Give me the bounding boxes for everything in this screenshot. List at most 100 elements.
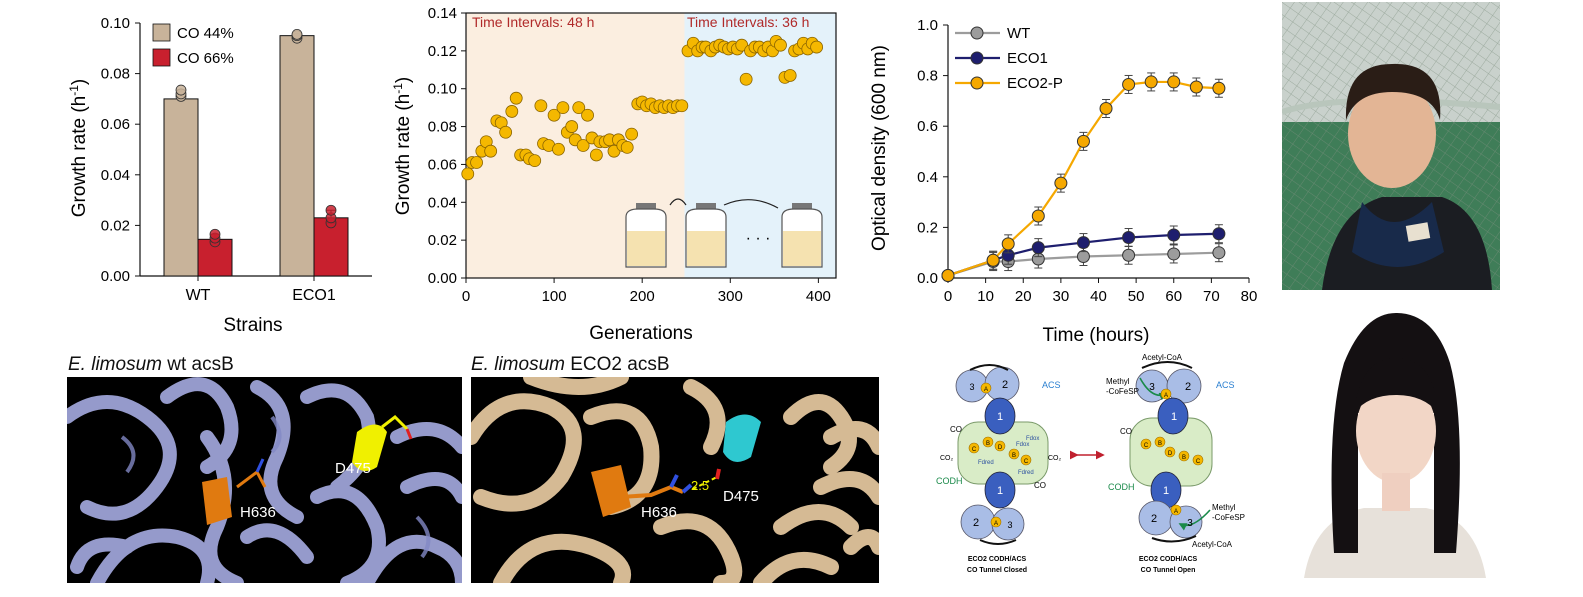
svg-text:1: 1 [1171,411,1177,423]
eco2-h636-label: H636 [641,504,677,521]
series-point [1054,176,1068,190]
svg-text:CO₂: CO₂ [1048,455,1062,462]
svg-text:ECO2 CODH/ACS: ECO2 CODH/ACS [1139,556,1198,563]
line-chart-marks [941,72,1226,282]
y-tick-label: 0.02 [101,217,130,234]
y-tick-label: 1.0 [917,17,938,34]
culture-bottle-icon [685,203,727,268]
bar-chart-axes: 0.00 0.02 0.04 0.06 0.08 0.10 WT ECO1 [101,15,372,304]
legend-marker [970,51,984,65]
scatter-chart-axes: 0.00 0.02 0.04 0.06 0.08 0.10 0.12 0.14 0 100 200 3… [428,5,837,305]
x-tick-label: 80 [1241,288,1258,305]
svg-text:ACS: ACS [1216,380,1235,390]
svg-text:ECO2 CODH/ACS: ECO2 CODH/ACS [968,556,1027,563]
series-point [1031,209,1045,223]
x-tick-label: ECO1 [292,287,336,304]
eco2-d475-label: D475 [723,488,759,505]
scatter-point [774,38,787,52]
line-chart-legend: WT ECO1 ECO2-P [955,25,1063,92]
plot-frame [465,12,837,279]
svg-text:CO: CO [1120,427,1132,436]
line-chart-xlabel: Time (hours) [1043,325,1150,346]
series-point [1122,231,1136,245]
series-point [1212,227,1226,241]
x-tick-label: 200 [630,288,655,305]
legend-label: CO 66% [177,50,234,67]
scatter-point [509,91,523,105]
x-tick-label: WT [186,287,211,304]
y-tick-label: 0.10 [101,15,130,32]
series-point [1076,236,1090,250]
codh-acs-diagram: 3 2 1 1 2 3 A A C B D B C ACS CODH CO CO… [936,353,1245,574]
scatter-chart-marks [461,34,824,181]
svg-text:CO Tunnel Closed: CO Tunnel Closed [967,567,1027,574]
y-tick-label: 0.00 [428,270,457,287]
y-tick-label: 0.12 [428,43,457,60]
tunnel-open-complex: 3 2 1 1 2 3 A A C B D B C Acetyl-CoA Met… [1106,353,1245,574]
svg-text:2: 2 [1002,379,1008,391]
svg-text:A: A [1164,393,1168,399]
x-tick-label: 0 [944,288,952,305]
transfer-arrow [723,199,779,209]
y-tick-label: 0.14 [428,5,457,22]
scatter-point [499,125,513,139]
svg-text:B: B [1182,455,1186,461]
series-point [1076,249,1090,263]
scatter-chart: 0.00 0.02 0.04 0.06 0.08 0.10 0.12 0.14 0 100 200 3… [391,5,837,344]
scatter-point [581,108,594,122]
x-tick-label: 10 [977,288,994,305]
series-point [1122,77,1136,91]
y-tick-label: 0.08 [101,66,130,83]
scatter-point [484,144,498,158]
bar-chart-ylabel: Growth rate (h-1) [67,79,90,217]
scatter-point [470,156,483,169]
replicate-point [175,84,187,96]
svg-text:B: B [1158,441,1162,447]
y-tick-label: 0.0 [917,270,938,287]
svg-text:-CoFeSP: -CoFeSP [1212,513,1245,522]
svg-text:D: D [1168,451,1173,457]
svg-text:CO: CO [1034,481,1046,490]
eco2-distance-label: 2.5 [691,478,709,493]
x-tick-label: 0 [462,288,470,305]
x-tick-label: 20 [1015,288,1032,305]
x-tick-label: 70 [1203,288,1220,305]
culture-bottle-icon [781,203,823,268]
y-tick-label: 0.06 [428,156,457,173]
x-tick-label: 40 [1090,288,1107,305]
bar [279,35,315,277]
y-tick-label: 0.2 [917,219,938,236]
portrait-photo-bottom [1284,303,1506,578]
scatter-point [620,140,634,154]
replicate-point [325,204,337,216]
wt-h636-label: H636 [240,504,276,521]
line-chart-ylabel: Optical density (600 nm) [869,45,890,251]
svg-text:Methyl: Methyl [1106,377,1130,386]
x-tick-label: 30 [1053,288,1070,305]
scatter-point [675,99,689,113]
y-tick-label: 0.04 [101,167,130,184]
series-point [1144,75,1158,89]
bottle-transfer-illustration: · · · [625,198,823,268]
series-point [1212,246,1226,260]
svg-text:C: C [1024,459,1029,465]
ellipsis-label: · · · [746,230,771,247]
svg-text:Fdred: Fdred [978,460,994,466]
bar [163,98,199,277]
svg-text:1: 1 [997,411,1003,423]
series-point [1076,134,1090,148]
svg-text:1: 1 [997,485,1003,497]
line-chart-axes: 0.0 0.2 0.4 0.6 0.8 1.0 0 10 20 30 40 50 60 70 80 [917,17,1257,305]
series-point [1122,248,1136,262]
scatter-point [547,108,561,122]
legend-label: CO 44% [177,25,234,42]
legend-swatch [152,48,171,67]
svg-text:2: 2 [1151,513,1157,525]
wt-structure-title: E. limosum wt acsB [68,354,234,375]
series-point [1167,247,1181,261]
svg-text:Fdox: Fdox [1016,442,1029,448]
line-chart: 0.0 0.2 0.4 0.6 0.8 1.0 0 10 20 30 40 50 60 70 80 WT EC… [869,17,1257,346]
scatter-chart-ylabel: Growth rate (h-1) [391,77,414,215]
y-tick-label: 0.00 [101,268,130,285]
transfer-arrow [669,198,687,206]
